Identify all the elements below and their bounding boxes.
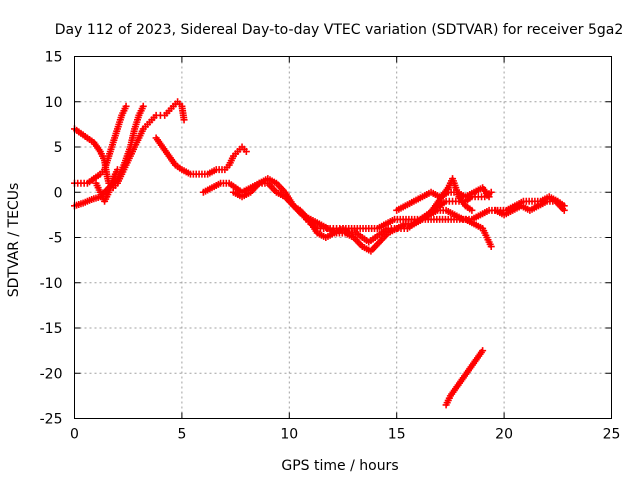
data-point — [180, 116, 188, 124]
x-tick-label: 20 — [495, 427, 513, 443]
y-tick-label: 10 — [45, 95, 63, 111]
data-point — [242, 148, 250, 156]
axis-ticks — [74, 56, 612, 419]
series-trace-e — [152, 134, 250, 178]
x-tick-labels: 0 5 10 15 20 25 — [70, 427, 620, 443]
x-tick-label: 5 — [177, 427, 186, 443]
data-point — [485, 193, 493, 201]
y-tick-label: 5 — [54, 140, 63, 156]
chart-title: Day 112 of 2023, Sidereal Day-to-day VTE… — [55, 22, 624, 38]
series-trace-d — [92, 166, 121, 205]
y-tick-label: 0 — [54, 185, 63, 201]
x-tick-label: 25 — [603, 427, 621, 443]
y-tick-label: -5 — [49, 231, 63, 247]
data-point — [479, 347, 487, 355]
y-tick-label: -25 — [40, 412, 63, 428]
data-point — [113, 166, 121, 174]
data-point — [122, 102, 130, 110]
x-tick-label: 0 — [70, 427, 79, 443]
series-trace-h — [296, 193, 568, 241]
y-tick-label: 15 — [45, 50, 63, 66]
y-tick-label: -20 — [40, 366, 63, 382]
y-axis-title: SDTVAR / TECUs — [6, 183, 22, 298]
y-tick-label: -15 — [40, 321, 63, 337]
data-point — [468, 206, 476, 214]
data-points — [71, 98, 568, 409]
series-trace-b — [71, 102, 130, 187]
data-point — [560, 206, 568, 214]
series-trace-l — [442, 347, 487, 409]
y-tick-labels: 15 10 5 0 -5 -10 -15 -20 -25 — [40, 50, 63, 428]
grid-lines — [74, 56, 612, 419]
series-trace-j — [425, 175, 476, 219]
x-axis-title: GPS time / hours — [281, 458, 398, 474]
series-trace-k — [492, 197, 568, 219]
x-tick-label: 10 — [280, 427, 298, 443]
data-point — [487, 243, 495, 251]
data-point — [139, 102, 147, 110]
y-tick-label: -10 — [40, 276, 63, 292]
x-tick-label: 15 — [388, 427, 406, 443]
